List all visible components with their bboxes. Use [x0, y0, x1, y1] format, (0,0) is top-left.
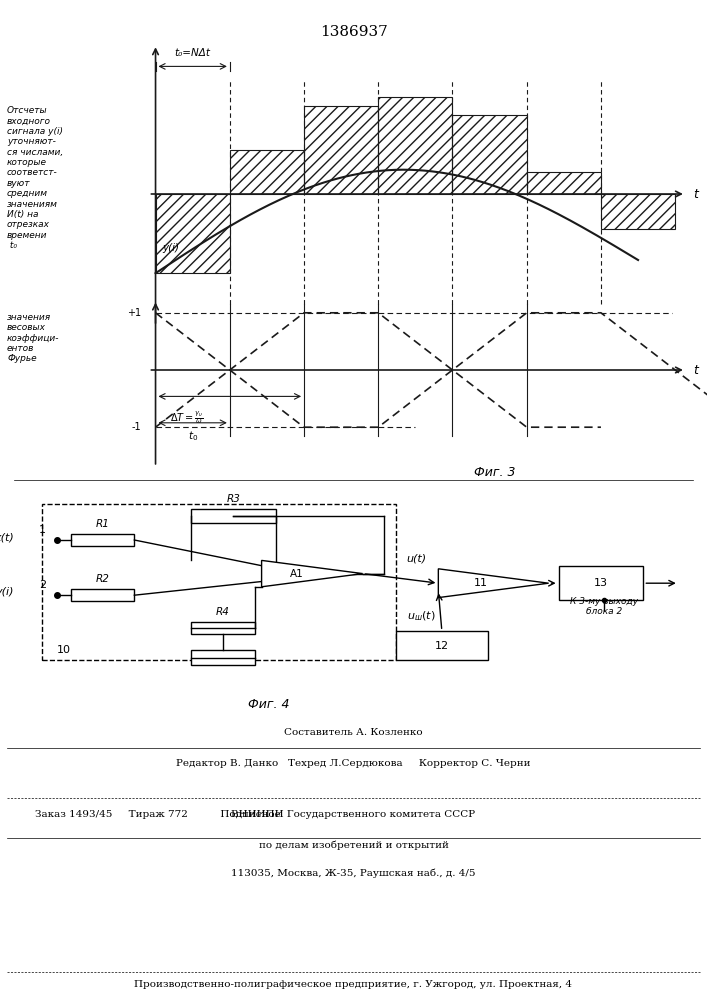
Text: t: t: [693, 363, 698, 376]
Text: 113035, Москва, Ж-35, Раушская наб., д. 4/5: 113035, Москва, Ж-35, Раушская наб., д. …: [231, 868, 476, 878]
Text: t₀=NΔt: t₀=NΔt: [175, 48, 211, 58]
Bar: [191, 622, 255, 634]
Text: R2: R2: [95, 574, 110, 584]
Bar: [527, 172, 601, 194]
Text: 11: 11: [474, 578, 488, 588]
Text: Заказ 1493/45     Тираж 772          Подписное: Заказ 1493/45 Тираж 772 Подписное: [35, 810, 281, 819]
Text: Фиг. 4: Фиг. 4: [248, 698, 289, 711]
Text: 10: 10: [57, 645, 71, 655]
Bar: [71, 534, 134, 546]
Bar: [452, 115, 527, 194]
Bar: [601, 194, 675, 229]
Text: 12: 12: [435, 641, 449, 651]
Text: по делам изобретений и открытий: по делам изобретений и открытий: [259, 840, 448, 850]
Text: Составитель А. Козленко: Составитель А. Козленко: [284, 728, 423, 737]
Text: Редактор В. Данко   Техред Л.Сердюкова     Корректор С. Черни: Редактор В. Данко Техред Л.Сердюкова Кор…: [176, 759, 531, 768]
Text: -1: -1: [132, 422, 141, 432]
Text: Фиг. 3: Фиг. 3: [474, 466, 515, 479]
Bar: [304, 106, 378, 194]
Bar: [559, 566, 643, 600]
Bar: [71, 589, 134, 601]
Text: R4: R4: [216, 607, 230, 617]
Text: $\Delta T= \frac{\gamma_\upsilon}{\omega}$: $\Delta T= \frac{\gamma_\upsilon}{\omega…: [170, 410, 204, 426]
Bar: [191, 509, 276, 523]
Text: К 3-му выходу
блока 2: К 3-му выходу блока 2: [571, 597, 638, 616]
Text: $u_ш(t)$: $u_ш(t)$: [407, 609, 435, 623]
Text: 1: 1: [39, 525, 46, 535]
Polygon shape: [262, 560, 363, 587]
Text: ВНИИПИ Государственного комитета СССР: ВНИИПИ Государственного комитета СССР: [231, 810, 476, 819]
Bar: [230, 150, 304, 194]
Text: y(i): y(i): [0, 587, 14, 597]
Bar: [156, 194, 230, 273]
Text: y(i): y(i): [163, 243, 180, 253]
Text: Отсчеты
входного
сигнала y(i)
уточняют-
ся числами,
которые
соответст-
вуют
сред: Отсчеты входного сигнала y(i) уточняют- …: [7, 106, 64, 250]
Text: 1386937: 1386937: [320, 25, 387, 39]
Text: 2: 2: [39, 580, 46, 590]
Text: Производственно-полиграфическое предприятие, г. Ужгород, ул. Проектная, 4: Производственно-полиграфическое предприя…: [134, 980, 573, 989]
Text: 13: 13: [594, 578, 608, 588]
Text: A1: A1: [290, 569, 303, 579]
Text: значения
весовых
коэффици-
ентов
Фурье: значения весовых коэффици- ентов Фурье: [7, 313, 59, 363]
Bar: [378, 97, 452, 194]
Text: R3: R3: [226, 494, 240, 504]
Text: R1: R1: [95, 519, 110, 529]
Polygon shape: [438, 569, 549, 598]
Bar: [396, 631, 488, 660]
Bar: [191, 650, 255, 665]
Bar: [42, 504, 396, 660]
Text: x(t): x(t): [0, 532, 14, 542]
Text: +1: +1: [127, 308, 141, 318]
Text: u(t): u(t): [407, 554, 426, 564]
Text: $t_0$: $t_0$: [187, 429, 198, 443]
Text: t: t: [693, 188, 698, 200]
